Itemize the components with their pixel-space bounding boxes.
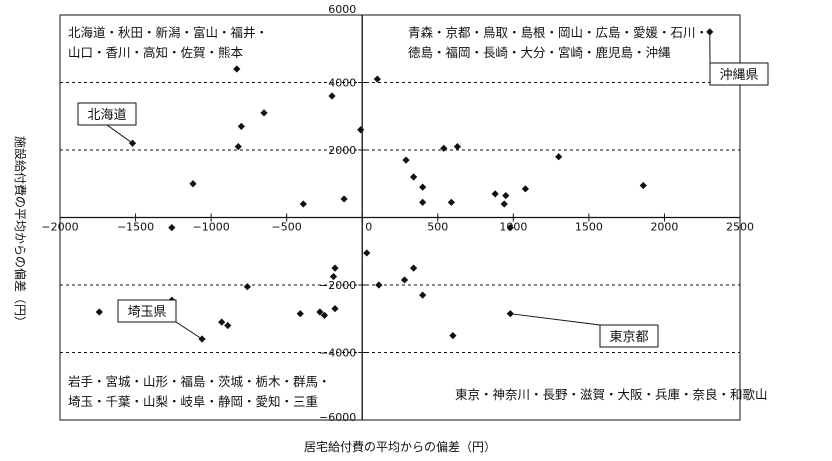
x-tick-label: −2000 <box>41 221 78 234</box>
region-label-top-left: 山口・香川・高知・佐賀・熊本 <box>68 45 244 60</box>
x-tick-label: 1000 <box>499 221 527 234</box>
data-point <box>373 75 381 83</box>
data-point <box>357 126 365 134</box>
reference-lines <box>60 82 740 353</box>
data-points <box>95 28 714 343</box>
data-point <box>449 332 457 340</box>
data-point <box>440 144 448 152</box>
y-tick-label: 2000 <box>328 144 356 157</box>
data-point <box>316 308 324 316</box>
data-point <box>419 198 427 206</box>
data-point <box>233 65 241 73</box>
y-tick-label: −4000 <box>319 347 356 360</box>
data-point <box>189 180 197 188</box>
data-point <box>639 181 647 190</box>
data-point <box>260 109 268 117</box>
y-tick-label: −6000 <box>319 411 356 424</box>
region-label-bottom-right: 東京・神奈川・長野・滋賀・大阪・兵庫・奈良・和歌山 <box>455 387 768 402</box>
x-tick-label: 0 <box>365 221 372 234</box>
region-label-bottom-left: 岩手・宮城・山形・福島・茨城・栃木・群馬・ <box>68 374 331 389</box>
region-label-top-left: 北海道・秋田・新潟・富山・福井・ <box>68 25 268 40</box>
data-point <box>331 264 339 272</box>
callout-leader <box>510 313 601 326</box>
callout-box <box>77 102 137 126</box>
data-point <box>375 281 383 289</box>
callout-leader <box>106 124 133 144</box>
data-point <box>521 185 530 193</box>
y-tick-label: −2000 <box>319 279 356 292</box>
callout-label: 埼玉県 <box>127 305 166 320</box>
data-point <box>237 122 245 130</box>
y-tick-label: 4000 <box>328 77 356 90</box>
x-tick-label: 2500 <box>726 221 754 234</box>
data-point <box>340 195 348 203</box>
data-point <box>234 143 242 151</box>
axes: −2000 −1500 −1000 −500 0 500 1000 1500 2000 2500 6… <box>41 3 754 424</box>
x-tick-label: −1500 <box>117 221 154 234</box>
data-point <box>402 156 410 164</box>
region-label-top-right: 青森・京都・鳥取・島根・岡山・広島・愛媛・石川・ <box>408 25 708 40</box>
callout-box <box>599 324 659 348</box>
x-tick-label: −500 <box>272 221 302 234</box>
region-label-top-right: 徳島・福岡・長崎・大分・宮崎・鹿児島・沖縄 <box>408 45 671 60</box>
data-point <box>224 321 232 330</box>
data-point <box>500 200 508 208</box>
x-tick-label: 2000 <box>650 221 678 234</box>
x-tick-label: 500 <box>427 221 448 234</box>
y-tick-label: 6000 <box>328 3 356 16</box>
callout-label: 沖縄県 <box>719 68 758 83</box>
callout-label: 東京都 <box>609 329 648 345</box>
data-point <box>218 318 226 326</box>
data-point <box>410 264 418 272</box>
data-point <box>491 190 499 198</box>
x-axis-label: 居宅給付費の平均からの偏差（円） <box>304 439 496 454</box>
y-axis-label: 施設給付費の平均からの偏差（円） <box>13 136 28 328</box>
data-point <box>95 308 103 316</box>
data-point <box>447 198 455 206</box>
data-point <box>243 283 251 291</box>
data-point <box>328 92 336 100</box>
data-point <box>320 311 329 319</box>
region-labels: 北海道・秋田・新潟・富山・福井・山口・香川・高知・佐賀・熊本 青森・京都・鳥取・島… <box>68 25 768 409</box>
data-point <box>299 200 307 208</box>
x-tick-label: −1000 <box>193 221 230 234</box>
data-point <box>410 173 418 181</box>
data-point <box>331 305 339 313</box>
data-point <box>363 249 371 257</box>
data-point <box>502 191 510 200</box>
data-point <box>400 276 409 284</box>
callout-box <box>709 62 769 86</box>
data-point <box>419 291 427 299</box>
callout-box <box>117 299 177 323</box>
region-label-bottom-left: 埼玉・千葉・山梨・岐阜・静岡・愛知・三重 <box>68 394 318 409</box>
x-tick-label: 1500 <box>575 221 603 234</box>
data-point <box>506 224 514 232</box>
data-point <box>453 143 462 151</box>
callout-leader <box>175 321 203 340</box>
data-point <box>555 153 563 161</box>
data-point <box>168 224 176 232</box>
data-point <box>419 183 427 191</box>
data-point <box>296 310 304 318</box>
data-point <box>329 272 338 281</box>
callout-label: 北海道 <box>87 108 126 123</box>
